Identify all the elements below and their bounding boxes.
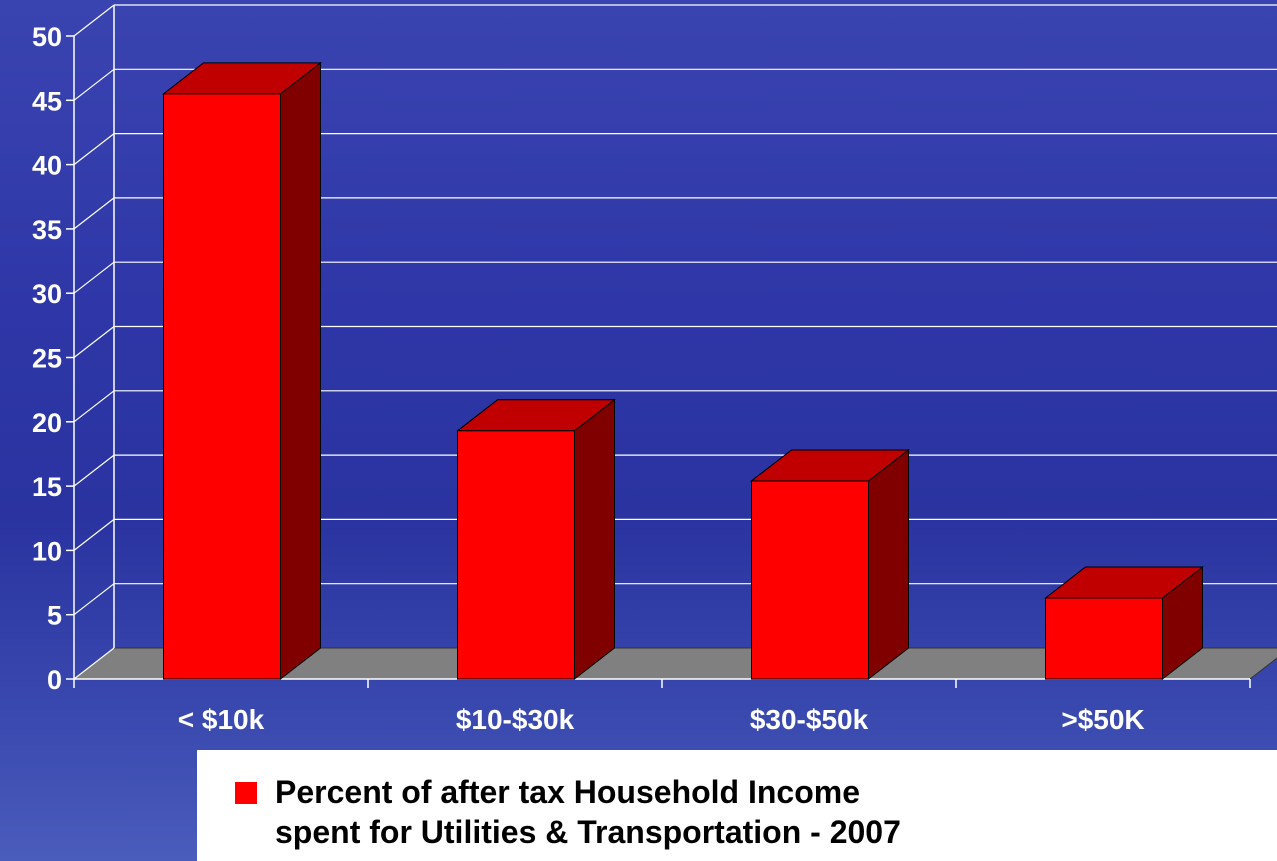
side-gridline	[73, 133, 115, 166]
y-tick-label: 20	[32, 408, 62, 438]
chart-labels: 0 5 10 15 20 25 30 35 40 45 50 < $10k $10-$30k $30-$5…	[32, 22, 1145, 735]
y-tick-label: 50	[32, 22, 62, 52]
side-gridline	[73, 454, 115, 487]
legend-label: Percent of after tax Household Income sp…	[275, 772, 1255, 852]
side-gridline	[73, 583, 115, 616]
x-tick-label: $10-$30k	[456, 704, 575, 735]
side-gridline	[73, 518, 115, 551]
bar-2	[456, 398, 616, 681]
side-gridline	[73, 197, 115, 230]
legend-line-2: spent for Utilities & Transportation - 2…	[275, 814, 901, 850]
bar-front	[163, 93, 281, 680]
y-tick-label: 40	[32, 151, 62, 181]
legend-line-1: Percent of after tax Household Income	[275, 774, 861, 810]
bar-front	[1045, 597, 1163, 680]
side-gridline	[73, 261, 115, 294]
y-tick-label: 15	[32, 472, 62, 502]
x-tick-label: < $10k	[178, 704, 265, 735]
y-tick-label: 0	[47, 665, 62, 695]
bar-side	[280, 61, 321, 681]
side-gridline	[73, 68, 115, 101]
y-tick-label: 45	[32, 86, 62, 116]
chart-bars	[162, 61, 1204, 681]
chart-legend: Percent of after tax Household Income sp…	[197, 750, 1277, 861]
bar-1	[162, 61, 322, 681]
y-tick-label: 5	[47, 601, 62, 631]
side-gridline	[73, 326, 115, 358]
y-tick-label: 25	[32, 344, 62, 374]
legend-swatch-icon	[235, 782, 257, 804]
side-gridline	[73, 647, 115, 680]
y-tick-label: 30	[32, 279, 62, 309]
bar-front	[751, 480, 869, 680]
bar-3	[750, 448, 910, 681]
bar-side	[574, 398, 615, 681]
y-tick-label: 10	[32, 536, 62, 566]
side-gridline	[73, 390, 115, 423]
side-gridline	[73, 4, 115, 37]
y-tick-label: 35	[32, 215, 62, 245]
bar-front	[457, 430, 575, 680]
bar-4	[1044, 565, 1204, 681]
x-tick-label: >$50K	[1061, 704, 1144, 735]
bar-side	[868, 448, 909, 681]
x-tick-label: $30-$50k	[750, 704, 869, 735]
